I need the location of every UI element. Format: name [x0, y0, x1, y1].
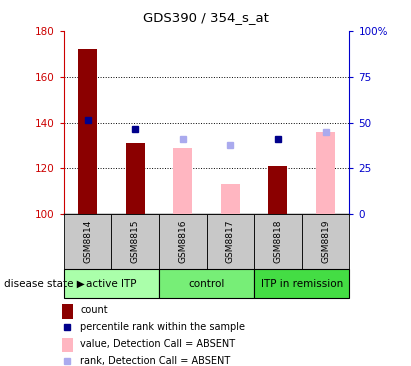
Text: GSM8819: GSM8819 — [321, 220, 330, 263]
Text: GSM8814: GSM8814 — [83, 220, 92, 263]
Text: rank, Detection Call = ABSENT: rank, Detection Call = ABSENT — [80, 356, 231, 366]
Bar — [173, 148, 192, 214]
Text: disease state ▶: disease state ▶ — [4, 279, 85, 289]
Bar — [64, 214, 111, 269]
Bar — [254, 214, 302, 269]
Text: active ITP: active ITP — [86, 279, 136, 289]
Text: GDS390 / 354_s_at: GDS390 / 354_s_at — [143, 11, 268, 24]
Text: value, Detection Call = ABSENT: value, Detection Call = ABSENT — [80, 339, 236, 349]
Bar — [64, 269, 159, 298]
Text: GSM8818: GSM8818 — [273, 220, 282, 263]
Bar — [221, 184, 240, 214]
Text: control: control — [188, 279, 225, 289]
Bar — [268, 166, 287, 214]
Text: percentile rank within the sample: percentile rank within the sample — [80, 322, 245, 332]
Bar — [302, 214, 349, 269]
Bar — [159, 269, 254, 298]
Bar — [206, 214, 254, 269]
Bar — [62, 337, 74, 352]
Bar — [316, 132, 335, 214]
Text: count: count — [80, 306, 108, 315]
Bar — [62, 304, 74, 318]
Bar — [78, 49, 97, 214]
Text: GSM8817: GSM8817 — [226, 220, 235, 263]
Text: GSM8816: GSM8816 — [178, 220, 187, 263]
Bar — [126, 143, 145, 214]
Text: GSM8815: GSM8815 — [131, 220, 140, 263]
Bar — [159, 214, 206, 269]
Text: ITP in remission: ITP in remission — [261, 279, 343, 289]
Bar — [254, 269, 349, 298]
Bar — [111, 214, 159, 269]
